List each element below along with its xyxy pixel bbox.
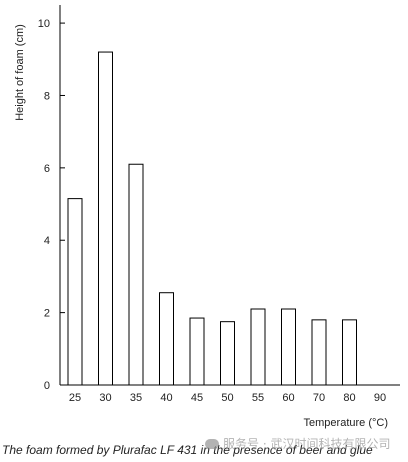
watermark: 服务号 · 武汉时间科技有限公司 — [205, 435, 390, 452]
x-tick-label: 55 — [252, 392, 264, 404]
chart-bars — [67, 51, 357, 386]
watermark-text: 服务号 · 武汉时间科技有限公司 — [223, 437, 391, 451]
y-tick-labels: 0 2 4 6 8 10 — [38, 18, 65, 392]
x-tick-labels: 25 30 35 40 45 50 55 60 70 80 90 — [69, 392, 386, 404]
bar-60 — [281, 308, 296, 386]
x-tick-label: 80 — [343, 392, 355, 404]
x-axis-label: Temperature (°C) — [304, 417, 388, 429]
figure-caption: The foam formed by Plurafac LF 431 in th… — [2, 443, 373, 457]
bar-35 — [128, 163, 144, 386]
bar-40 — [159, 292, 174, 386]
y-axis-label: Height of foam (cm) — [14, 24, 26, 121]
x-tick-label: 30 — [99, 392, 111, 404]
x-tick-label: 90 — [374, 392, 386, 404]
wechat-icon — [205, 439, 219, 449]
bar-50 — [220, 321, 235, 386]
x-tick-label: 70 — [313, 392, 325, 404]
y-tick-label: 0 — [44, 380, 50, 392]
x-tick-label: 60 — [282, 392, 294, 404]
y-tick-label: 4 — [44, 235, 50, 247]
bar-45 — [189, 317, 205, 386]
bar-55 — [250, 308, 266, 386]
y-tick-label: 8 — [44, 90, 50, 102]
bar-70 — [311, 319, 327, 386]
y-tick-label: 2 — [44, 308, 50, 320]
y-tick-label: 10 — [38, 18, 50, 30]
x-tick-label: 35 — [130, 392, 142, 404]
x-tick-label: 45 — [191, 392, 203, 404]
x-tick-label: 25 — [69, 392, 81, 404]
bar-25 — [67, 198, 83, 386]
x-tick-label: 40 — [160, 392, 172, 404]
y-tick-label: 6 — [44, 163, 50, 175]
bar-80 — [342, 319, 357, 386]
x-tick-label: 50 — [221, 392, 233, 404]
bar-30 — [98, 51, 113, 386]
bar-chart: 25 30 35 40 45 50 55 60 70 80 90 0 2 4 6 8 10 Height of… — [14, 5, 400, 429]
